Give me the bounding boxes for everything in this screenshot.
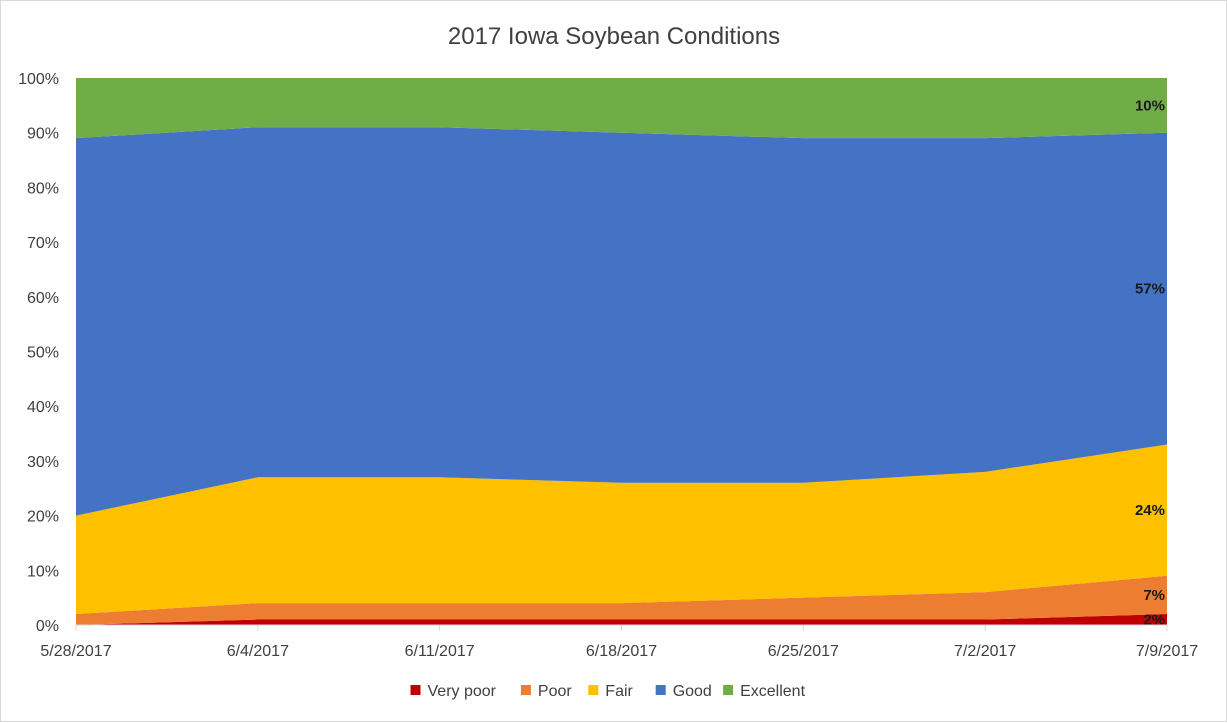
x-axis: 5/28/2017 6/4/2017 6/11/2017 6/18/2017 6/25/… — [40, 625, 1198, 660]
area-good — [76, 127, 1167, 516]
x-tick-label: 7/9/2017 — [1136, 643, 1198, 660]
data-label-excellent: 10% — [1135, 97, 1165, 114]
legend-item-very-poor: Very poor — [410, 683, 497, 700]
legend-label: Fair — [605, 683, 633, 700]
x-tick-label: 6/4/2017 — [227, 643, 289, 660]
legend-item-good: Good — [655, 683, 712, 700]
y-axis: 0% 10% 20% 30% 40% 50% 60% 70% 80% 90% 100% — [18, 71, 59, 635]
legend-swatch — [723, 685, 734, 695]
y-tick-label: 90% — [27, 126, 59, 143]
x-tick-label: 7/2/2017 — [954, 643, 1016, 660]
legend-item-excellent: Excellent — [723, 683, 806, 700]
y-tick-label: 30% — [27, 454, 59, 471]
y-tick-label: 50% — [27, 345, 59, 362]
legend-swatch — [410, 685, 421, 695]
legend-label: Poor — [538, 683, 572, 700]
legend-item-poor: Poor — [520, 683, 572, 700]
legend-label: Very poor — [428, 683, 497, 700]
x-tick-label: 6/18/2017 — [586, 643, 657, 660]
area-poor — [76, 575, 1167, 625]
data-label-fair: 24% — [1135, 502, 1165, 519]
legend-swatch — [655, 685, 666, 695]
x-tick-label: 6/11/2017 — [405, 643, 475, 660]
data-label-poor: 7% — [1143, 587, 1165, 604]
y-tick-label: 10% — [27, 563, 59, 580]
area-excellent — [76, 78, 1167, 139]
y-tick-label: 60% — [27, 290, 59, 307]
chart-title: 2017 Iowa Soybean Conditions — [448, 23, 780, 50]
legend-item-fair: Fair — [588, 683, 634, 700]
x-tick-label: 6/25/2017 — [768, 643, 839, 660]
x-tick-label: 5/28/2017 — [40, 643, 111, 660]
y-tick-label: 0% — [36, 618, 59, 635]
area-fair — [76, 444, 1167, 615]
area-series-group — [76, 78, 1167, 625]
data-label-good: 57% — [1135, 281, 1165, 298]
data-labels: 2% 7% 24% 57% 10% — [1135, 97, 1165, 628]
data-label-very-poor: 2% — [1143, 612, 1165, 629]
y-tick-label: 100% — [18, 71, 59, 88]
y-tick-label: 70% — [27, 235, 59, 252]
y-tick-label: 40% — [27, 399, 59, 416]
legend-label: Good — [673, 683, 712, 700]
legend: Very poor Poor Fair Good Excellent — [410, 683, 806, 700]
legend-swatch — [588, 685, 599, 695]
legend-swatch — [520, 685, 531, 695]
legend-label: Excellent — [740, 683, 805, 700]
y-tick-label: 20% — [27, 509, 59, 526]
y-tick-label: 80% — [27, 180, 59, 197]
